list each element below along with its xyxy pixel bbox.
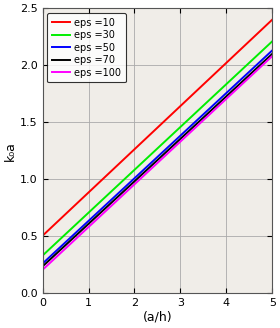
Legend: eps =10, eps =30, eps =50, eps =70, eps =100: eps =10, eps =30, eps =50, eps =70, eps … [47,13,125,82]
X-axis label: (a/h): (a/h) [143,311,172,324]
Y-axis label: k₀a: k₀a [4,141,17,161]
